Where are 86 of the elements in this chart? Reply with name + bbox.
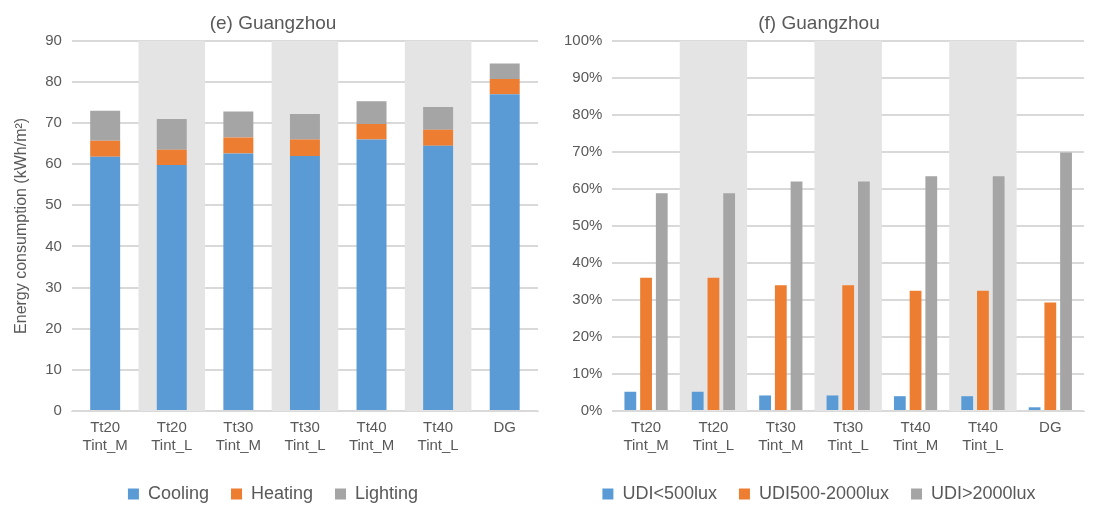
bar [356, 101, 387, 124]
bar [356, 123, 387, 140]
bar [423, 107, 454, 130]
y-tick-label: 90% [572, 67, 603, 85]
chart-title: (f) Guangzhou [758, 11, 880, 33]
x-tick-label: DG [493, 418, 516, 436]
bar [489, 63, 520, 80]
x-tick-label: Tt20 Tint_L [151, 418, 193, 454]
x-tick-label: Tt30 Tint_L [827, 418, 869, 454]
bar [1044, 302, 1057, 410]
bar [624, 391, 637, 410]
bar [289, 114, 320, 140]
y-tick-label: 50 [45, 195, 62, 213]
legend-label: UDI500-2000lux [758, 482, 890, 503]
y-tick-label: 70% [572, 142, 603, 159]
bar [826, 395, 839, 410]
y-tick-label: 20 [45, 318, 62, 336]
bar [723, 193, 736, 410]
legend-label: UDI>2000lux [931, 482, 1036, 503]
y-tick-label: 20% [572, 327, 603, 345]
y-tick-label: 60 [45, 154, 62, 172]
bar [223, 153, 254, 410]
y-tick-label: 10 [45, 360, 62, 378]
bar [774, 285, 787, 410]
bar [759, 395, 771, 410]
y-tick-label: 80% [572, 104, 603, 122]
bar [423, 129, 454, 146]
x-tick-label: Tt30 Tint_M [758, 418, 804, 454]
bar [655, 193, 668, 410]
bar [893, 396, 906, 410]
bar [790, 181, 803, 410]
bar [90, 110, 121, 141]
bar [691, 391, 704, 410]
y-tick-label: 0 [53, 401, 62, 419]
x-tick-label: Tt40 Tint_M [348, 418, 395, 454]
x-tick-label: Tt30 Tint_L [284, 418, 326, 454]
y-tick-label: 70 [45, 113, 62, 131]
bar [992, 176, 1005, 410]
y-tick-label: 30 [45, 277, 62, 295]
bar [289, 155, 320, 410]
y-tick-label: 50% [572, 216, 603, 234]
bar [156, 118, 187, 150]
x-tick-label: Tt20 Tint_M [623, 418, 669, 454]
bar [640, 277, 652, 410]
bar [156, 149, 187, 166]
x-tick-label: Tt20 Tint_M [82, 418, 128, 454]
legend-label: Heating [250, 482, 314, 503]
bar [1028, 407, 1041, 410]
bar [356, 139, 387, 410]
legend-label: Lighting [355, 482, 419, 503]
x-tick-label: Tt30 Tint_M [215, 418, 261, 454]
bar [961, 396, 974, 410]
bar [909, 290, 922, 410]
bar [489, 94, 520, 410]
y-tick-label: 100% [563, 30, 603, 48]
y-tick-label: 40 [45, 236, 62, 254]
bar [977, 290, 989, 410]
y-tick-label: 90 [45, 30, 62, 48]
x-tick-label: Tt20 Tint_L [692, 418, 734, 454]
bar [489, 79, 520, 95]
bar [289, 139, 320, 156]
bar [842, 285, 855, 410]
y-axis-title: Energy consumption (kWh/m²) [12, 117, 30, 334]
x-tick-label: Tt40 Tint_L [962, 418, 1004, 454]
bar [858, 181, 870, 410]
legend-label: UDI<500lux [622, 482, 717, 503]
bar [925, 176, 938, 410]
bar [707, 277, 720, 410]
bar [223, 111, 254, 138]
legend-label: Cooling [147, 482, 209, 503]
y-tick-label: 40% [572, 253, 603, 271]
chart-title: (e) Guangzhou [209, 11, 337, 33]
y-tick-label: 30% [572, 290, 603, 308]
y-tick-label: 10% [572, 364, 603, 382]
y-tick-label: 0% [580, 401, 603, 419]
bar [1060, 152, 1072, 410]
y-tick-label: 80 [45, 72, 62, 90]
x-tick-label: DG [1039, 418, 1062, 436]
bar [156, 165, 187, 410]
x-tick-label: Tt40 Tint_M [892, 418, 939, 454]
x-tick-label: Tt40 Tint_L [417, 418, 459, 454]
y-tick-label: 60% [572, 179, 603, 197]
bar [90, 156, 121, 410]
bar [423, 145, 454, 410]
bar [223, 137, 254, 154]
bar [90, 140, 121, 157]
